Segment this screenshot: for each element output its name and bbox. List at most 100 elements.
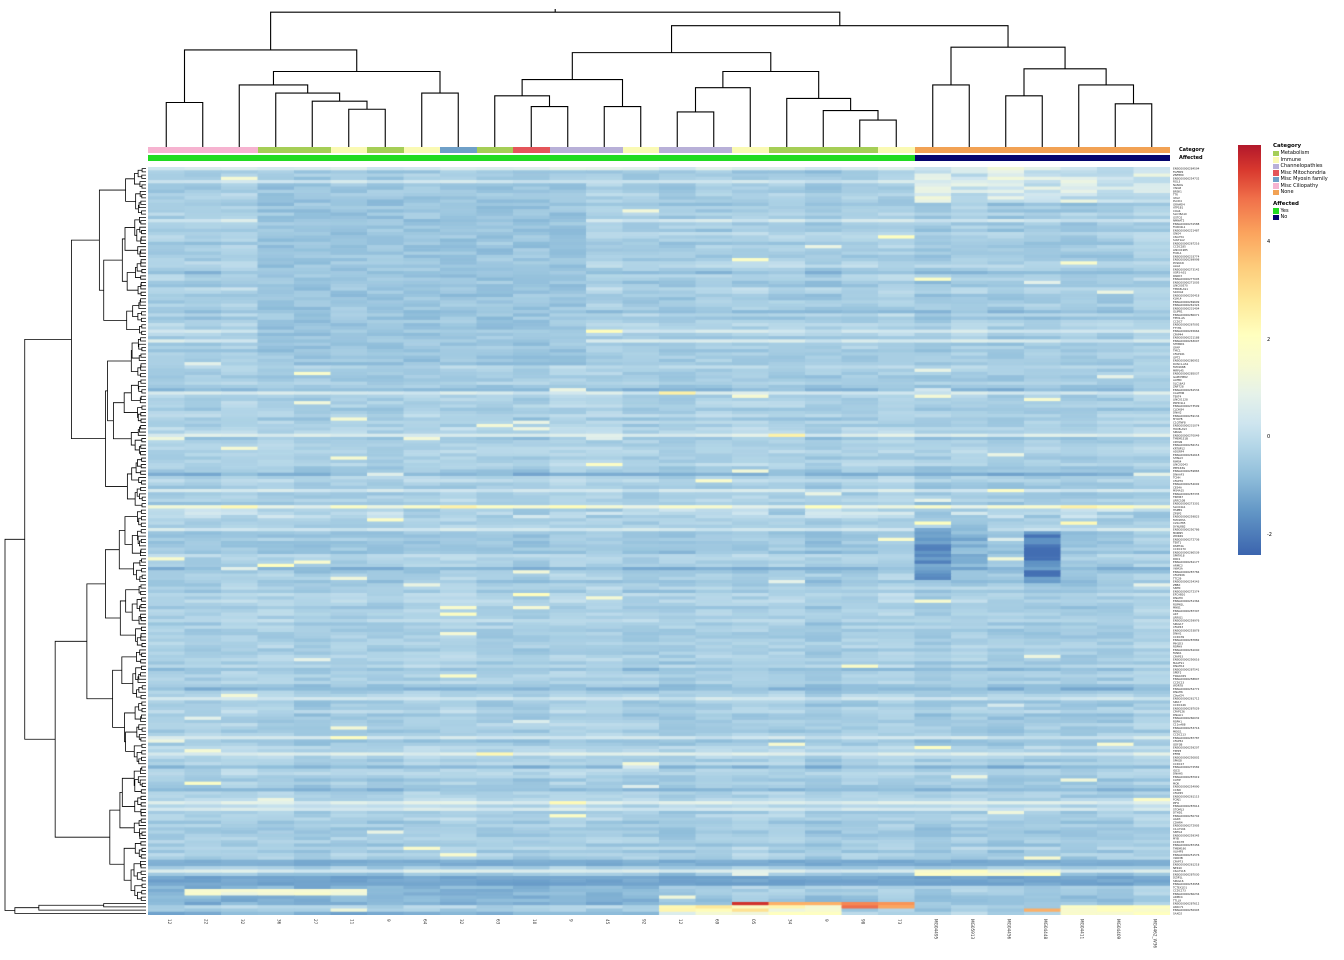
category-cell — [951, 147, 988, 153]
affected-cell — [440, 155, 477, 161]
row-label: CFAP43 — [1173, 625, 1183, 629]
category-cell — [513, 147, 550, 153]
row-label: CFAP44 — [1173, 332, 1183, 336]
row-label: WDR78 — [1173, 684, 1183, 688]
row-label: ENSG00000287030 — [1173, 872, 1200, 876]
column-label: 36 — [276, 919, 281, 925]
row-label: TEKT1 — [1172, 541, 1182, 545]
row-label: GAPDHP62 — [1173, 375, 1188, 379]
row-label: GRAMD4 — [1173, 202, 1185, 206]
row-label: CALHM6 — [1173, 391, 1185, 395]
row-label: GSTO2 — [1173, 215, 1183, 219]
category-cell — [841, 147, 878, 153]
row-label: CCDC146 — [1173, 703, 1186, 707]
row-label: ENSG00000221188 — [1173, 336, 1200, 340]
legend-label: Channelopathies — [1280, 163, 1323, 170]
row-label: ZP3P2 — [1173, 511, 1182, 515]
row-label: PPP1R3G — [1173, 466, 1185, 470]
row-label: FOXD4L1 — [1173, 225, 1186, 229]
row-label: ENSG00000254732 — [1173, 176, 1200, 180]
legend-item-metabolism: Metabolism — [1273, 150, 1343, 157]
row-label: TPM1-AS — [1172, 316, 1185, 320]
category-cell — [476, 147, 513, 153]
row-label: TPPP3 — [1172, 749, 1182, 753]
row-label: ENSG00000253878 — [1173, 628, 1200, 632]
row-label: ARMC3 — [1173, 563, 1183, 567]
row-label: FANK1 — [1173, 651, 1182, 655]
affected-cell — [330, 155, 367, 161]
row-label: DZIP1L — [1173, 876, 1183, 880]
row-label: WDR49 — [1173, 534, 1183, 538]
row-label: ENSG00000259134 — [1173, 414, 1200, 418]
legend-item-immune: Immune — [1273, 157, 1343, 164]
row-label: VSIG8 — [1173, 186, 1181, 190]
column-label: 63 — [495, 919, 500, 925]
row-label: CFAP45 — [1173, 791, 1183, 795]
row-label: TTLL9 — [1172, 898, 1181, 902]
row-label: HOXB-AS3 — [1173, 427, 1187, 431]
row-label: ENSG00000250742 — [1173, 814, 1200, 818]
row-label: CDHR4 — [1173, 820, 1183, 824]
row-label: LRRIQ1 — [1173, 615, 1183, 619]
affected-cell — [513, 155, 550, 161]
row-label: ENSG00000272736 — [1173, 537, 1200, 541]
row-label: ENSG00000250616 — [1173, 658, 1200, 662]
row-label: SPAG8 — [1173, 759, 1182, 763]
category-annotation-bar — [148, 147, 1170, 153]
row-label: C6orf118 — [1173, 869, 1186, 873]
row-label: SLC38A10 — [1173, 212, 1187, 216]
row-label: ENSG00000287029 — [1173, 706, 1200, 710]
row-label: ENSG00000260234 — [1173, 892, 1200, 896]
row-label: ENSG00000259823 — [1173, 515, 1200, 519]
row-label: MEIG1 — [1173, 729, 1182, 733]
row-label: ENSG00000285037 — [1173, 372, 1200, 376]
row-label: ENSG00000280952 — [1173, 359, 1200, 363]
row-label: AATBC — [1173, 378, 1182, 382]
column-label: MG04411 — [1079, 919, 1084, 940]
row-label: LINC02043 — [1173, 463, 1188, 467]
affected-cell — [476, 155, 513, 161]
row-label: ENSG00000287612 — [1173, 902, 1200, 906]
category-cell — [294, 147, 331, 153]
row-label: MYO7B — [1173, 417, 1183, 421]
legend-swatch — [1273, 176, 1279, 182]
legend-label: Misc Myosin family — [1280, 176, 1328, 183]
row-label: SLC16A3 — [1173, 381, 1185, 385]
row-label: CFAP161 — [1173, 352, 1185, 356]
row-label: ENSG00000280071 — [1173, 313, 1200, 317]
legend-label: Metabolism — [1280, 150, 1310, 157]
row-label: ENSG00000231588 — [1173, 222, 1200, 226]
column-label: MG04448 — [1043, 919, 1048, 940]
colorbar — [1238, 145, 1261, 555]
category-cell — [257, 147, 294, 153]
affected-annotation-bar — [148, 155, 1170, 161]
row-label: ARMC4 — [1173, 895, 1183, 899]
category-cell — [622, 147, 659, 153]
row-label: RUSC1-AS1 — [1173, 362, 1189, 366]
category-cell — [330, 147, 367, 153]
column-label: 73 — [897, 919, 902, 925]
row-label: AGR3 — [1173, 817, 1181, 821]
row-label: SPA17 — [1173, 700, 1182, 704]
row-label: ODF3B — [1173, 742, 1182, 746]
row-label: DNALI1 — [1173, 713, 1183, 717]
column-label: 12 — [678, 919, 683, 925]
category-cell — [184, 147, 221, 153]
row-label: ENSG00000250786 — [1173, 528, 1200, 532]
row-label: TSNAXIP1 — [1172, 674, 1186, 678]
row-label: ENSG00000251364 — [1173, 599, 1200, 603]
row-label: ENSG00000261618 — [1173, 453, 1200, 457]
row-label: MNS1 — [1173, 606, 1181, 610]
row-label: PARD3 — [1173, 274, 1182, 278]
row-label: MRPL45 — [1173, 368, 1184, 372]
row-label: VWA3B — [1173, 856, 1183, 860]
legend: Category Metabolism Immune Channelopathies… — [1273, 143, 1343, 221]
category-cell — [659, 147, 696, 153]
row-label: ENSG00000272905 — [1173, 824, 1200, 828]
legend-item-mitochondria: Misc Mitochondria — [1273, 170, 1343, 177]
row-label: DNAI2 — [1173, 411, 1182, 415]
affected-cell — [586, 155, 623, 161]
affected-cell — [294, 155, 331, 161]
affected-cell — [951, 155, 988, 161]
column-label: 32 — [459, 919, 464, 925]
